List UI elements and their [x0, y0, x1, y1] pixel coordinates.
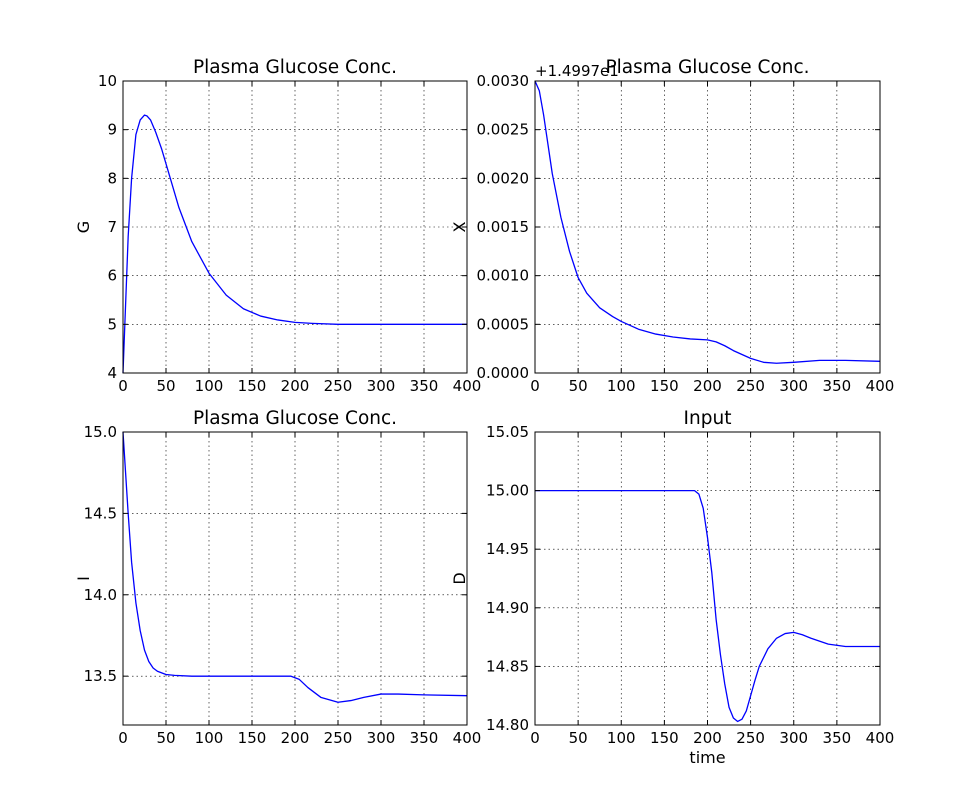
y-tick-label: 5 [107, 315, 117, 333]
y-tick-label: 0.0030 [477, 72, 530, 90]
x-tick-label: 0 [530, 377, 540, 395]
x-tick-label: 250 [324, 377, 353, 395]
x-tick-label: 200 [693, 729, 722, 747]
subplot-title: Input [684, 408, 732, 429]
x-tick-label: 250 [324, 729, 353, 747]
x-tick-label: 0 [530, 729, 540, 747]
x-tick-label: 100 [195, 729, 224, 747]
x-tick-label: 400 [866, 377, 895, 395]
y-tick-label: 14.5 [84, 504, 117, 522]
x-tick-label: 150 [238, 729, 267, 747]
x-tick-label: 0 [118, 729, 128, 747]
y-tick-label: 7 [107, 218, 117, 236]
y-axis-label: I [74, 576, 93, 581]
subplots: 0 50 100 150 200 250 300 350 400 4 5 6 7 8 9 10 Plasma G… [74, 57, 894, 767]
x-tick-label: 250 [736, 377, 765, 395]
x-tick-label: 50 [569, 377, 588, 395]
y-tick-label: 15.00 [486, 482, 529, 500]
subplot-1: 0 50 100 150 200 250 300 350 400 4 5 6 7 8 9 10 Plasma G… [74, 57, 481, 395]
x-tick-label: 400 [866, 729, 895, 747]
x-tick-label: 200 [693, 377, 722, 395]
y-offset-text: +1.4997e1 [535, 62, 619, 80]
x-tick-label: 350 [410, 729, 439, 747]
x-tick-label: 100 [195, 377, 224, 395]
y-axis-label: G [74, 221, 93, 233]
x-tick-label: 100 [607, 377, 636, 395]
y-tick-label: 9 [107, 121, 117, 139]
x-axis-label: time [689, 748, 725, 767]
y-tick-label: 15.0 [84, 423, 117, 441]
subplot-3: 0 50 100 150 200 250 300 350 400 13.5 14.0 14.5 15.0… [74, 408, 481, 747]
y-tick-label: 13.5 [84, 667, 117, 685]
x-tick-label: 150 [238, 377, 267, 395]
x-tick-label: 50 [156, 377, 175, 395]
x-tick-label: 350 [410, 377, 439, 395]
x-tick-label: 100 [607, 729, 636, 747]
y-tick-label: 14.0 [84, 586, 117, 604]
subplot-4: 0 50 100 150 200 250 300 350 40014.8014.8514.901… [450, 408, 894, 767]
series-line [122, 114, 467, 374]
series-line [535, 489, 880, 723]
y-tick-label: 0.0025 [477, 121, 530, 139]
y-tick-label: 4 [107, 364, 117, 382]
x-tick-label: 150 [650, 377, 679, 395]
x-tick-label: 200 [281, 377, 310, 395]
y-tick-label: 14.85 [486, 657, 529, 675]
subplot-title: Plasma Glucose Conc. [605, 57, 809, 78]
series-line [122, 431, 468, 703]
subplot-2: 0 50 100 150 200 250 300 350 4000.00000.00050.00… [450, 57, 894, 395]
x-tick-label: 350 [823, 377, 852, 395]
y-tick-label: 14.95 [486, 540, 529, 558]
y-tick-label: 0.0005 [477, 315, 530, 333]
series-line [534, 80, 881, 364]
y-axis-label: D [450, 572, 469, 584]
x-tick-label: 200 [281, 729, 310, 747]
x-tick-label: 50 [569, 729, 588, 747]
x-tick-label: 0 [118, 377, 128, 395]
subplot-title: Plasma Glucose Conc. [193, 408, 397, 429]
y-tick-label: 0.0010 [477, 267, 530, 285]
x-tick-label: 250 [736, 729, 765, 747]
x-tick-label: 150 [650, 729, 679, 747]
x-tick-label: 400 [453, 377, 482, 395]
x-tick-label: 300 [367, 377, 396, 395]
y-tick-label: 6 [107, 267, 117, 285]
subplot-title: Plasma Glucose Conc. [193, 57, 397, 78]
y-tick-label: 10 [98, 72, 117, 90]
y-tick-label: 15.05 [486, 423, 529, 441]
y-tick-label: 0.0015 [477, 218, 530, 236]
y-tick-label: 0.0000 [477, 364, 530, 382]
x-tick-label: 300 [367, 729, 396, 747]
y-tick-label: 14.80 [486, 716, 529, 734]
x-tick-label: 50 [156, 729, 175, 747]
y-axis-label: X [450, 221, 469, 232]
y-tick-label: 0.0020 [477, 169, 530, 187]
y-tick-label: 8 [107, 169, 117, 187]
x-tick-label: 300 [779, 377, 808, 395]
x-tick-label: 400 [453, 729, 482, 747]
y-tick-label: 14.90 [486, 599, 529, 617]
x-tick-label: 300 [779, 729, 808, 747]
x-tick-label: 350 [823, 729, 852, 747]
